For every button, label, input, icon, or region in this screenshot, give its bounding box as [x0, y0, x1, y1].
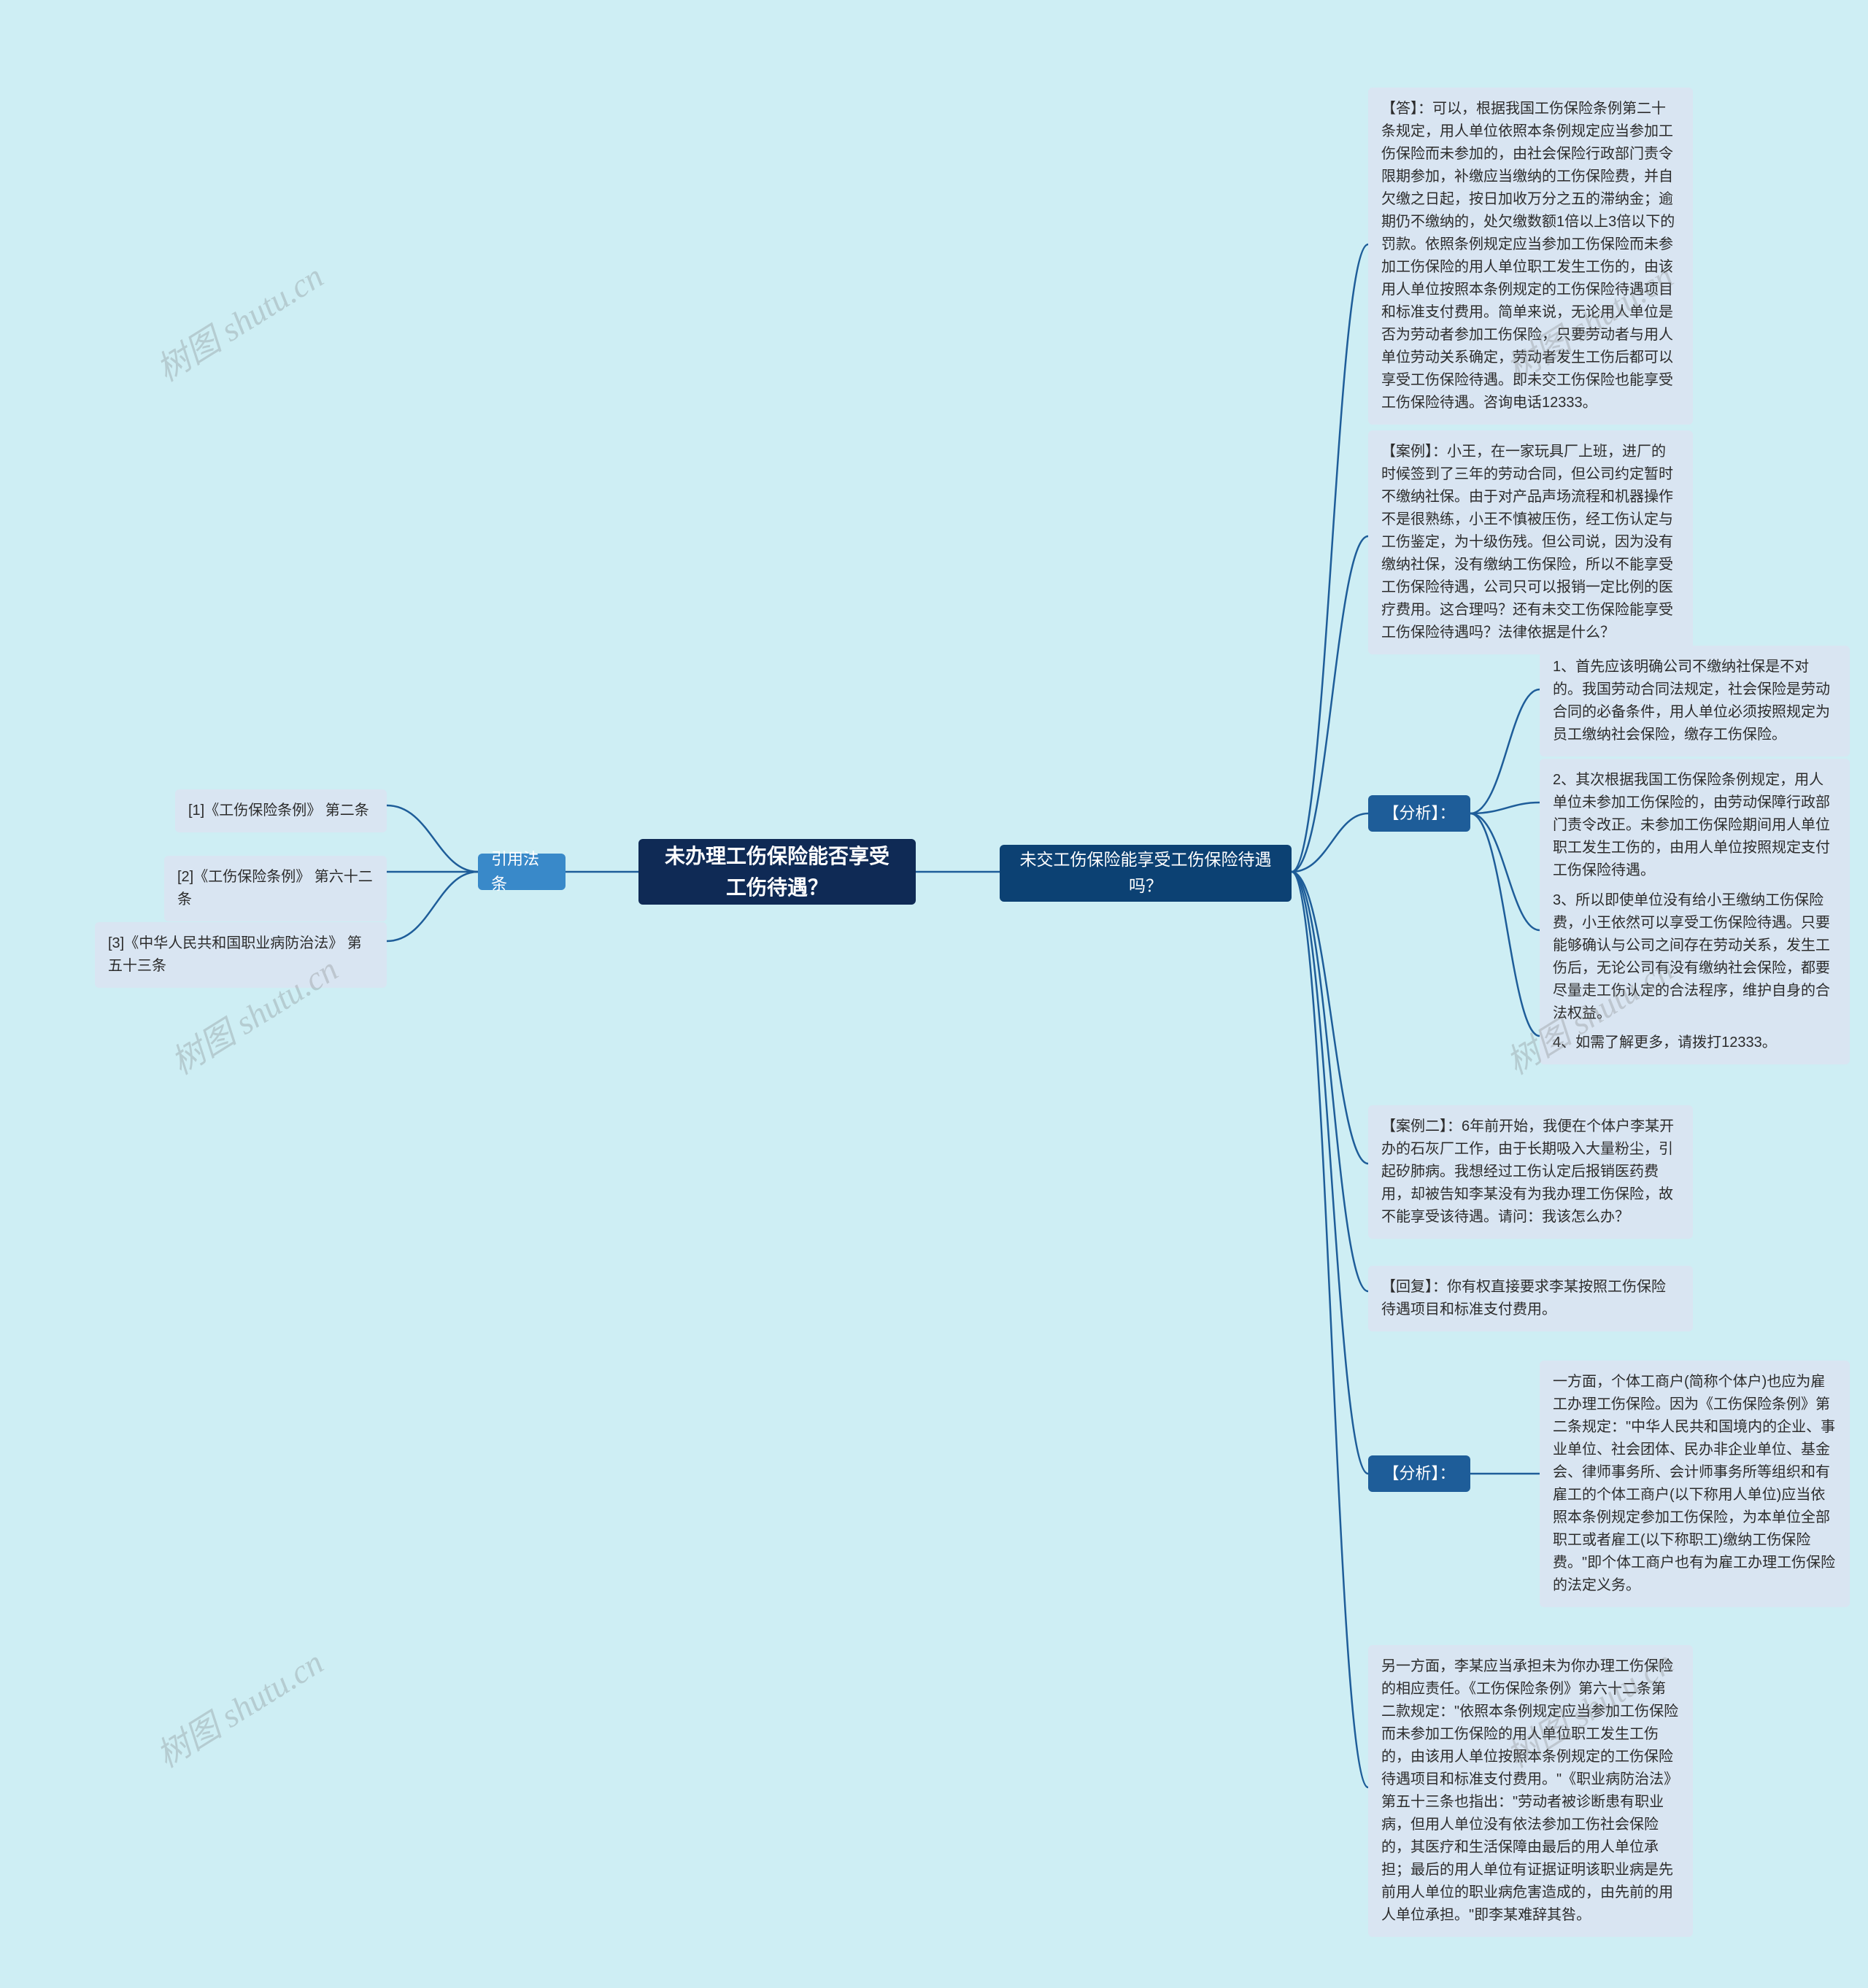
left-branch-label[interactable]: 引用法条 — [478, 854, 566, 890]
citation-item-3: [3]《中华人民共和国职业病防治法》 第五十三条 — [95, 922, 387, 988]
analysis-2-label[interactable]: 【分析】： — [1368, 1455, 1470, 1492]
analysis-1-item-3: 3、所以即使单位没有给小王缴纳工伤保险费，小王依然可以享受工伤保险待遇。只要能够… — [1540, 879, 1850, 1035]
watermark: 树图 shutu.cn — [146, 250, 331, 391]
analysis-1-label[interactable]: 【分析】： — [1368, 795, 1470, 832]
reply-block: 【回复】：你有权直接要求李某按照工伤保险待遇项目和标准支付费用。 — [1368, 1266, 1693, 1331]
root-node[interactable]: 未办理工伤保险能否享受工伤待遇？ — [638, 839, 916, 905]
analysis-2-item-1: 一方面，个体工商户(简称个体户)也应为雇工办理工伤保险。因为《工伤保险条例》第二… — [1540, 1361, 1850, 1607]
watermark: 树图 shutu.cn — [146, 1636, 331, 1777]
case-2-block: 【案例二】：6年前开始，我便在个体户李某开办的石灰厂工作，由于长期吸入大量粉尘，… — [1368, 1105, 1693, 1239]
analysis-1-item-2: 2、其次根据我国工伤保险条例规定，用人单位未参加工伤保险的，由劳动保障行政部门责… — [1540, 759, 1850, 892]
other-aspect-block: 另一方面，李某应当承担未为你办理工伤保险的相应责任。《工伤保险条例》第六十二条第… — [1368, 1645, 1693, 1937]
case-1-block: 【案例】：小王，在一家玩具厂上班，进厂的时候签到了三年的劳动合同，但公司约定暂时… — [1368, 430, 1693, 654]
citation-item-1: [1]《工伤保险条例》 第二条 — [175, 789, 387, 832]
analysis-1-item-4: 4、如需了解更多，请拨打12333。 — [1540, 1021, 1850, 1064]
citation-item-2: [2]《工伤保险条例》 第六十二条 — [164, 856, 387, 921]
answer-block: 【答】：可以，根据我国工伤保险条例第二十条规定，用人单位依照本条例规定应当参加工… — [1368, 88, 1693, 425]
right-branch-label[interactable]: 未交工伤保险能享受工伤保险待遇吗？ — [1000, 845, 1292, 902]
analysis-1-item-1: 1、首先应该明确公司不缴纳社保是不对的。我国劳动合同法规定，社会保险是劳动合同的… — [1540, 646, 1850, 757]
